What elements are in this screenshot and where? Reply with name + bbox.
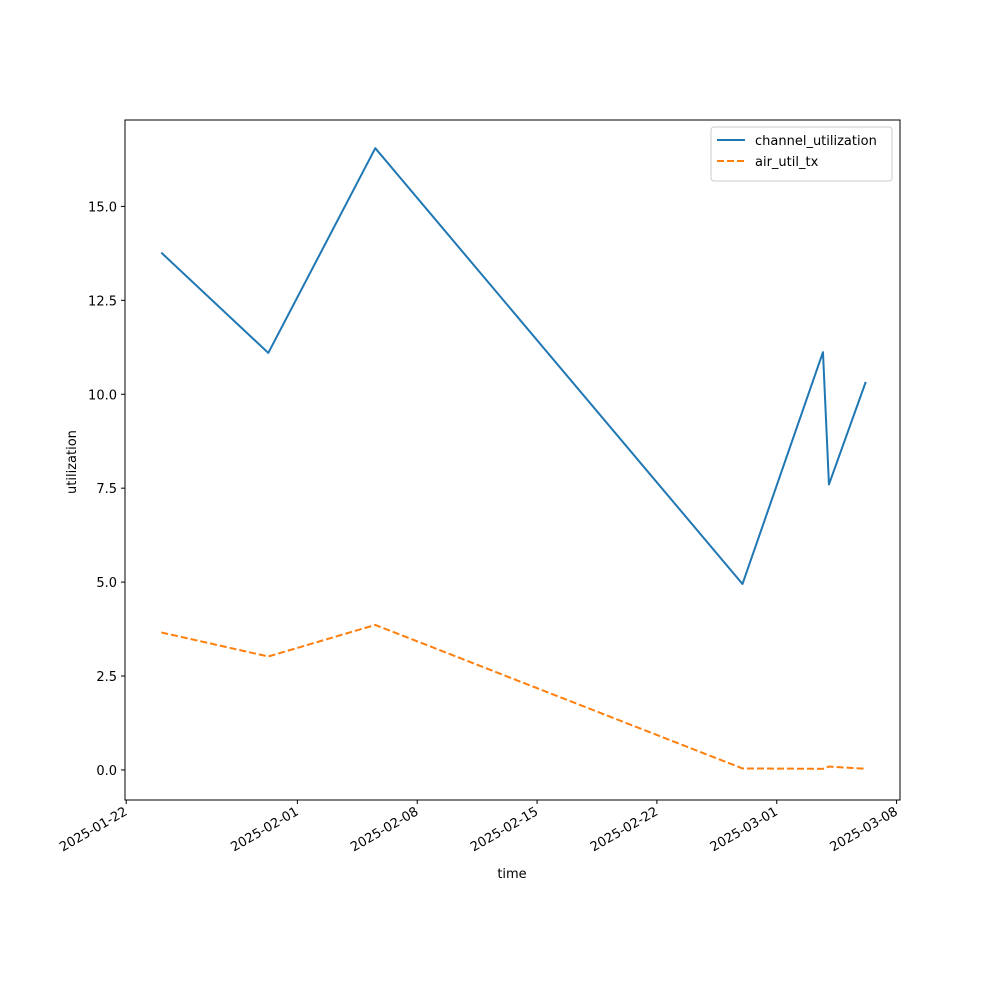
legend-label-channel_utilization: channel_utilization	[755, 134, 877, 149]
y-tick-label: 5.0	[96, 576, 117, 591]
plot-frame	[124, 119, 901, 801]
y-tick-label: 10.0	[88, 388, 117, 403]
y-tick-label: 12.5	[88, 294, 117, 309]
legend-box	[710, 126, 893, 182]
y-tick-label: 7.5	[96, 482, 117, 497]
legend-label-air_util_tx: air_util_tx	[755, 155, 819, 170]
y-tick-label: 15.0	[88, 200, 117, 215]
series-line-channel_utilization	[160, 147, 867, 585]
y-tick-label: 0.0	[96, 764, 117, 779]
x-axis-label: time	[497, 867, 526, 882]
series-line-air_util_tx	[161, 623, 866, 770]
y-tick-label: 2.5	[96, 670, 117, 685]
y-axis-label: utilization	[65, 430, 80, 494]
